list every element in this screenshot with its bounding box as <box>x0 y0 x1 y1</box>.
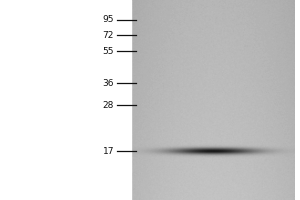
Text: 72: 72 <box>103 30 114 40</box>
Text: 36: 36 <box>103 78 114 88</box>
Text: 95: 95 <box>103 16 114 24</box>
Text: 17: 17 <box>103 146 114 156</box>
Text: 55: 55 <box>103 46 114 55</box>
Text: 28: 28 <box>103 100 114 110</box>
